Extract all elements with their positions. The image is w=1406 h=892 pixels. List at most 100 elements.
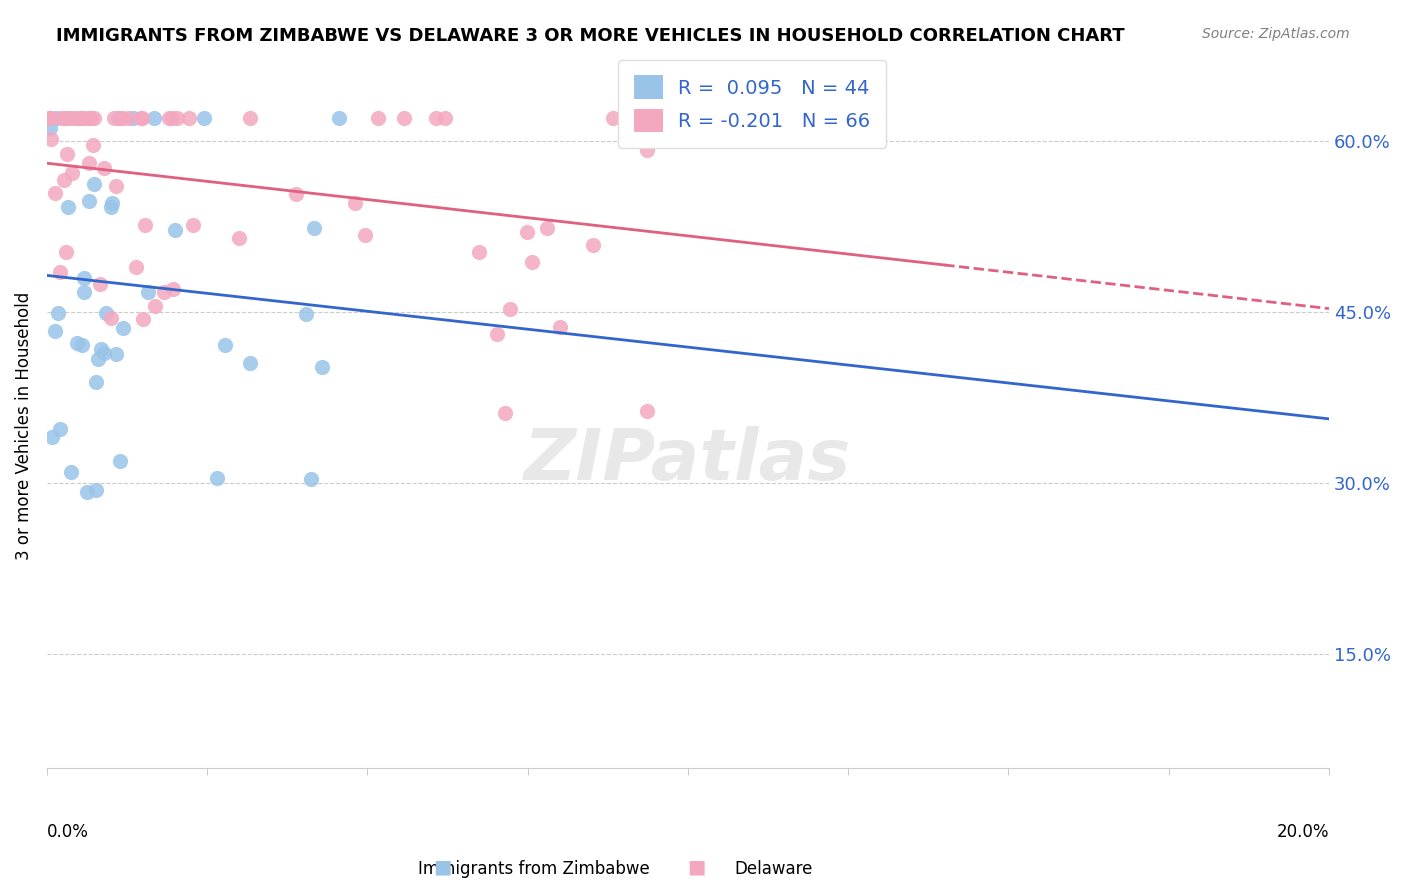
- Point: [73, 270, 96, 285]
- Point: [48, 265, 70, 279]
- Point: [125, 260, 148, 274]
- Point: [80, 112, 103, 126]
- Point: [153, 285, 176, 299]
- Point: [108, 112, 131, 126]
- Point: [214, 338, 236, 352]
- Point: [103, 112, 125, 126]
- Point: [163, 222, 186, 236]
- Point: [77, 156, 100, 170]
- Point: [77, 194, 100, 208]
- Point: [181, 218, 204, 232]
- Point: [636, 143, 658, 157]
- Point: [49, 422, 72, 436]
- Point: [134, 218, 156, 232]
- Point: [76, 484, 98, 499]
- Y-axis label: 3 or more Vehicles in Household: 3 or more Vehicles in Household: [15, 293, 32, 560]
- Point: [53, 112, 76, 126]
- Point: [228, 231, 250, 245]
- Point: [239, 356, 262, 370]
- Point: [56, 112, 79, 126]
- Point: [143, 299, 166, 313]
- Point: [311, 359, 333, 374]
- Point: [96, 306, 118, 320]
- Point: [108, 454, 131, 468]
- Point: [111, 112, 134, 126]
- Point: [39, 112, 62, 126]
- Point: [100, 310, 122, 325]
- Point: [39, 112, 62, 126]
- Point: [285, 187, 308, 202]
- Point: [59, 465, 82, 479]
- Point: [516, 226, 538, 240]
- Point: [53, 173, 76, 187]
- Point: [162, 282, 184, 296]
- Point: [367, 112, 389, 126]
- Text: 0.0%: 0.0%: [46, 823, 89, 841]
- Point: [46, 306, 69, 320]
- Point: [59, 112, 82, 126]
- Text: ■: ■: [686, 857, 706, 876]
- Point: [55, 147, 77, 161]
- Point: [70, 112, 93, 126]
- Point: [494, 406, 516, 420]
- Text: Delaware: Delaware: [734, 860, 813, 878]
- Point: [39, 112, 62, 126]
- Point: [73, 285, 96, 299]
- Point: [65, 112, 87, 126]
- Point: [486, 326, 509, 341]
- Point: [354, 227, 377, 242]
- Point: [90, 342, 112, 356]
- Point: [142, 112, 165, 126]
- Point: [87, 351, 110, 366]
- Point: [121, 112, 143, 126]
- Point: [636, 404, 658, 418]
- Point: [72, 338, 94, 352]
- Point: [179, 112, 201, 126]
- Point: [76, 112, 98, 126]
- Point: [295, 308, 318, 322]
- Point: [166, 112, 188, 126]
- Point: [343, 195, 366, 210]
- Point: [328, 112, 350, 126]
- Point: [83, 178, 105, 192]
- Point: [111, 321, 134, 335]
- Point: [107, 112, 129, 126]
- Point: [70, 112, 93, 126]
- Legend: R =  0.095   N = 44, R = -0.201   N = 66: R = 0.095 N = 44, R = -0.201 N = 66: [619, 60, 886, 148]
- Point: [66, 112, 89, 126]
- Point: [44, 186, 66, 200]
- Point: [136, 285, 159, 299]
- Point: [104, 179, 127, 194]
- Point: [299, 472, 322, 486]
- Point: [117, 112, 139, 126]
- Point: [520, 255, 543, 269]
- Point: [44, 324, 66, 338]
- Text: ZIPatlas: ZIPatlas: [524, 426, 852, 495]
- Text: 20.0%: 20.0%: [1277, 823, 1329, 841]
- Point: [157, 112, 180, 126]
- Point: [239, 112, 262, 126]
- Point: [62, 166, 84, 180]
- Point: [55, 245, 77, 260]
- Point: [79, 112, 101, 126]
- Point: [498, 302, 520, 317]
- Point: [467, 244, 489, 259]
- Point: [56, 200, 79, 214]
- Point: [434, 112, 457, 126]
- Point: [548, 319, 571, 334]
- Text: ■: ■: [433, 857, 453, 876]
- Point: [193, 112, 215, 126]
- Point: [131, 112, 153, 126]
- Point: [129, 112, 152, 126]
- Point: [602, 112, 624, 126]
- Point: [205, 471, 228, 485]
- Point: [536, 220, 558, 235]
- Point: [39, 120, 62, 135]
- Text: Immigrants from Zimbabwe: Immigrants from Zimbabwe: [419, 860, 650, 878]
- Point: [392, 112, 415, 126]
- Point: [641, 112, 664, 126]
- Point: [89, 277, 111, 292]
- Point: [100, 200, 122, 214]
- Point: [93, 161, 115, 176]
- Point: [41, 430, 63, 444]
